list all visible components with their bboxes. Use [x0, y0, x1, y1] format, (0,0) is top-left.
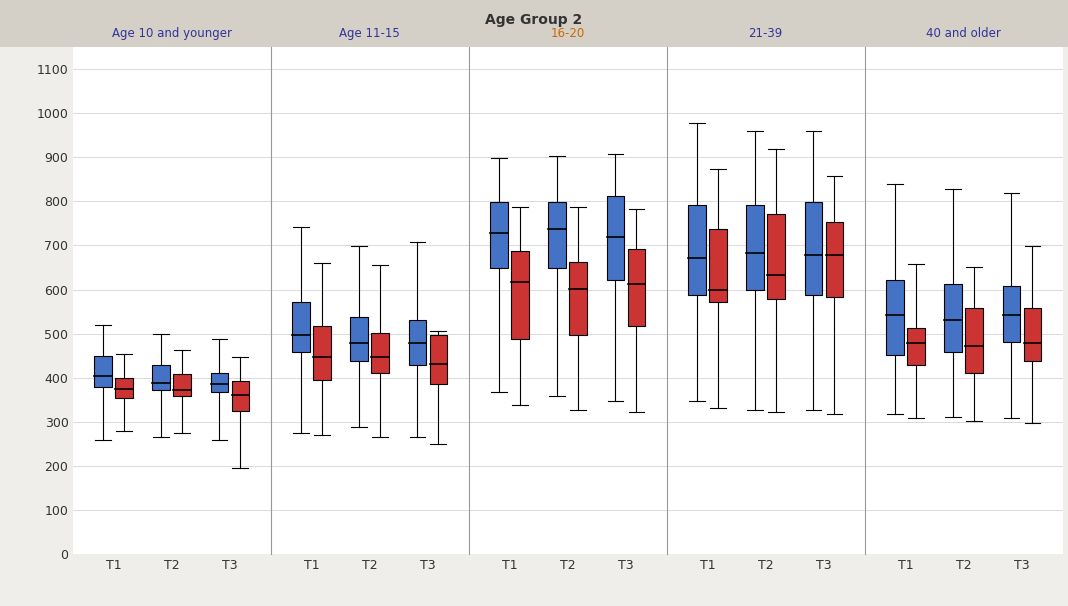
Bar [1023, 308, 1041, 361]
Bar [409, 319, 426, 365]
Text: Age 10 and younger: Age 10 and younger [112, 27, 232, 40]
Bar [965, 308, 983, 373]
Bar [826, 222, 843, 298]
Text: 16-20: 16-20 [550, 27, 585, 40]
Text: Age 11-15: Age 11-15 [340, 27, 400, 40]
Bar [210, 373, 229, 392]
Bar [607, 196, 624, 280]
Bar [886, 280, 904, 355]
Bar [429, 335, 447, 384]
Bar [1003, 286, 1020, 342]
Bar [747, 205, 764, 290]
Text: 21-39: 21-39 [749, 27, 783, 40]
Text: Age Group 2: Age Group 2 [485, 13, 583, 27]
Bar [944, 284, 962, 352]
Bar [153, 365, 170, 390]
Bar [490, 202, 507, 268]
Bar [350, 317, 367, 361]
Bar [804, 202, 822, 295]
Bar [115, 378, 132, 398]
Bar [372, 333, 389, 373]
Bar [94, 356, 112, 387]
Bar [907, 328, 925, 365]
Bar [688, 205, 706, 295]
Bar [628, 249, 645, 326]
Text: 40 and older: 40 and older [926, 27, 1001, 40]
Bar [293, 302, 310, 352]
Bar [549, 202, 566, 268]
Bar [768, 213, 785, 299]
Bar [512, 251, 529, 339]
Bar [709, 228, 726, 302]
Bar [569, 262, 586, 335]
Bar [313, 326, 331, 380]
Bar [232, 381, 249, 411]
Bar [173, 375, 191, 396]
